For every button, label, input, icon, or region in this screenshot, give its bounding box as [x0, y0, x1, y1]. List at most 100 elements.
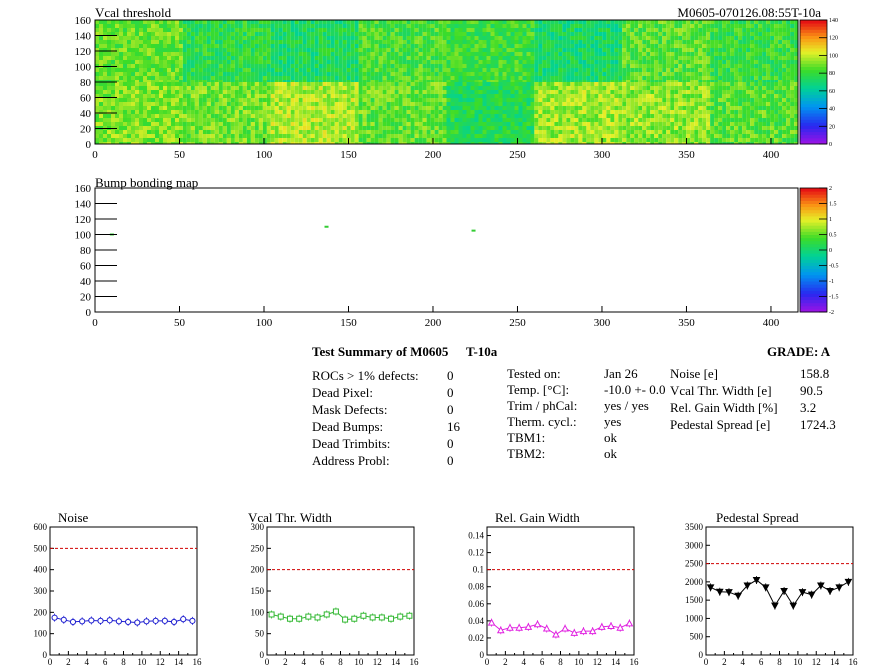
vcal-map-cell — [330, 68, 335, 72]
vcal-map-cell — [542, 94, 547, 98]
vcal-map-cell — [338, 24, 343, 28]
vcal-map-cell — [662, 72, 667, 76]
vcal-map-cell — [127, 134, 131, 138]
vcal-map-cell — [171, 142, 175, 144]
vcal-map-cell — [450, 130, 455, 134]
vcal-map-cell — [614, 114, 619, 118]
vcal-map-cell — [378, 86, 383, 90]
vcal-map-cell — [554, 94, 559, 98]
vcal-map-cell — [159, 110, 163, 114]
vcal-map-cell — [414, 134, 419, 138]
vcal-map-cell — [310, 44, 315, 48]
vcal-map-cell — [350, 130, 355, 134]
vcal-map-cell — [458, 24, 463, 28]
vcal-map-cell — [558, 56, 563, 60]
vcal-map-cell — [442, 130, 447, 134]
vcal-map-cell — [522, 56, 527, 60]
vcal-map-cell — [294, 52, 299, 56]
vcal-map-cell — [578, 64, 583, 68]
vcal-map-cell — [302, 56, 307, 60]
vcal-map-cell — [310, 24, 315, 28]
vcal-map-cell — [486, 90, 491, 94]
vcal-map-cell — [234, 72, 239, 76]
vcal-map-cell — [163, 134, 167, 138]
vcal-map-cell — [159, 68, 163, 72]
vcal-map-cell — [586, 142, 591, 144]
vcal-map-cell — [218, 52, 223, 56]
vcal-map-cell — [95, 68, 99, 72]
vcal-map-cell — [190, 86, 195, 90]
vcal-map-cell — [151, 114, 155, 118]
vcal-map-cell — [710, 24, 715, 28]
vcal-map-cell — [322, 56, 327, 60]
vcal-map-cell — [155, 48, 159, 52]
vcal-map-cell — [466, 20, 471, 24]
vcal-map-cell — [298, 106, 303, 110]
vcal-map-cell — [770, 32, 775, 36]
vcal-map-cell — [386, 44, 391, 48]
vcal-map-cell — [562, 32, 567, 36]
vcal-map-cell — [167, 90, 171, 94]
vcal-map-cell — [726, 20, 731, 24]
vcal-map-cell — [534, 32, 539, 36]
vcal-map-cell — [510, 130, 515, 134]
vcal-map-cell — [314, 36, 319, 40]
vcal-map-cell — [115, 60, 119, 64]
vcal-map-cell — [115, 102, 119, 106]
vcal-map-cell — [202, 36, 207, 40]
vcal-map-cell — [402, 94, 407, 98]
vcal-map-cell — [306, 114, 311, 118]
vcal-map-cell — [546, 44, 551, 48]
vcal-map-cell — [127, 110, 131, 114]
vcal-map-cell — [214, 118, 219, 122]
vcal-map-cell — [370, 72, 375, 76]
vcal-map-cell — [766, 48, 771, 52]
vcal-map-cell — [163, 76, 167, 80]
vcal-map-cell — [115, 110, 119, 114]
vcal-map-cell — [482, 72, 487, 76]
vcal-map-cell — [426, 98, 431, 102]
vcal-map-cell — [478, 142, 483, 144]
vcal-map-cell — [390, 56, 395, 60]
vcal-map-cell — [139, 40, 143, 44]
vcal-map-cell — [674, 20, 679, 24]
vcal-map-cell — [186, 134, 191, 138]
vcal-map-cell — [342, 122, 347, 126]
vcal-map-cell — [418, 134, 423, 138]
vcal-map-cell — [638, 64, 643, 68]
vcal-map-cell — [442, 126, 447, 130]
vcal-map-cell — [262, 134, 267, 138]
vcal-map-cell — [410, 134, 415, 138]
vcal-map-cell — [398, 102, 403, 106]
vcal-map-cell — [510, 114, 515, 118]
vcal-map-cell — [622, 60, 627, 64]
vcal-map-cell — [514, 138, 519, 142]
vcal-map-cell — [606, 20, 611, 24]
vcal-map-cell — [167, 134, 171, 138]
vcal-map-cell — [342, 86, 347, 90]
vcal-map-cell — [418, 64, 423, 68]
vcal-map-cell — [514, 122, 519, 126]
vcal-map-cell — [670, 32, 675, 36]
vcal-map-cell — [406, 110, 411, 114]
vcal-map-cell — [542, 40, 547, 44]
vcal-map-cell — [210, 44, 215, 48]
vcal-map-cell — [610, 20, 615, 24]
vcal-map-cell — [175, 134, 179, 138]
vcal-map-cell — [638, 20, 643, 24]
vcal-map-cell — [202, 106, 207, 110]
vcal-map-cell — [163, 82, 167, 86]
vcal-map-cell — [654, 80, 659, 82]
vcal-map-cell — [246, 130, 251, 134]
vcal-map-cell — [566, 122, 571, 126]
vcal-map-cell — [414, 28, 419, 32]
vcal-map-cell — [754, 56, 759, 60]
vcal-map-cell — [714, 48, 719, 52]
vcal-map-cell — [179, 76, 183, 80]
vcal-map-cell — [622, 142, 627, 144]
vcal-map-cell — [298, 52, 303, 56]
vcal-map-cell — [698, 80, 703, 82]
vcal-map-cell — [310, 32, 315, 36]
vcal-map-cell — [270, 20, 275, 24]
vcal-map-cell — [350, 134, 355, 138]
